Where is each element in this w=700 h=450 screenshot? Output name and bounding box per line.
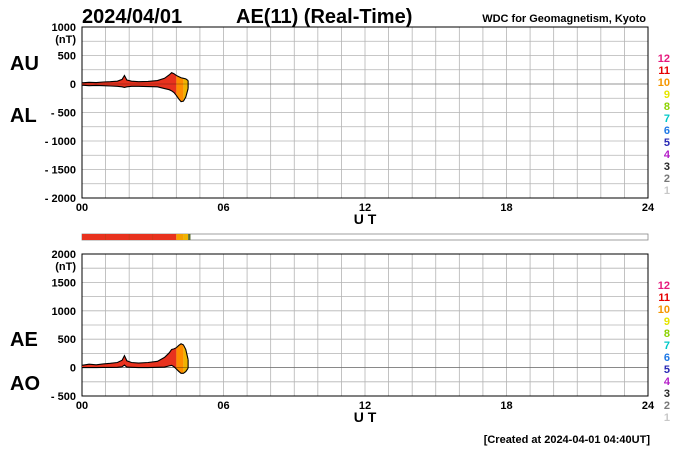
plot-frame	[81, 253, 649, 397]
station-count-legend-item: 1	[664, 412, 670, 424]
x-axis-label: U T	[354, 409, 377, 425]
x-tick-label: 06	[217, 202, 229, 214]
y-tick-label: 2000	[52, 249, 76, 261]
station-count-legend-item: 11	[658, 65, 670, 77]
y-tick-label: 1000	[52, 306, 76, 318]
station-count-legend-item: 7	[664, 340, 670, 352]
area-fill-latest	[183, 344, 189, 374]
date-title: 2024/04/01	[82, 6, 182, 28]
series-line-au	[81, 71, 189, 84]
station-count-legend-item: 9	[664, 89, 670, 101]
station-count-legend-item: 8	[664, 101, 670, 113]
y-axis-unit: (nT)	[55, 261, 76, 273]
created-timestamp: [Created at 2024-04-01 04:40UT]	[484, 434, 651, 446]
station-count-legend-item: 12	[658, 280, 670, 292]
ae-label: AE	[10, 329, 38, 351]
y-tick-label: - 500	[51, 108, 76, 120]
station-count-bar	[81, 233, 649, 241]
x-tick-label: 18	[500, 400, 512, 412]
y-tick-label: - 500	[51, 391, 76, 403]
station-count-legend-item: 6	[664, 125, 670, 137]
station-count-legend-item: 3	[664, 388, 670, 400]
area-fill-main	[82, 347, 177, 370]
x-tick-label: 12	[359, 202, 371, 214]
index-title: AE(11) (Real-Time)	[236, 6, 412, 28]
x-tick-label: 24	[642, 202, 655, 214]
series-line-al	[81, 84, 189, 103]
station-count-legend-item: 4	[664, 149, 671, 161]
station-count-legend-item: 3	[664, 161, 670, 173]
x-tick-label: 18	[500, 202, 512, 214]
y-tick-label: 0	[70, 79, 76, 91]
station-count-legend-item: 2	[664, 400, 670, 412]
y-tick-label: - 2000	[45, 193, 76, 205]
y-tick-label: 500	[58, 51, 76, 63]
y-tick-label: 0	[70, 363, 76, 375]
au-label: AU	[10, 53, 39, 75]
x-tick-label: 00	[76, 202, 88, 214]
area-fill-recent	[176, 343, 184, 374]
ao-label: AO	[10, 373, 40, 395]
x-axis-label: U T	[354, 211, 377, 227]
station-count-legend-item: 4	[664, 376, 671, 388]
station-count-legend-item: 12	[658, 53, 670, 65]
plot-frame	[81, 26, 649, 199]
station-bar-segment	[188, 234, 191, 240]
y-tick-label: - 1500	[45, 165, 76, 177]
station-count-legend-item: 5	[664, 137, 670, 149]
station-count-legend-item: 6	[664, 352, 670, 364]
y-tick-label: 500	[58, 334, 76, 346]
y-tick-label: 1500	[52, 277, 76, 289]
x-tick-label: 12	[359, 400, 371, 412]
station-count-legend-item: 7	[664, 113, 670, 125]
x-tick-label: 24	[642, 400, 655, 412]
y-tick-label: - 1000	[45, 136, 76, 148]
station-count-legend-item: 10	[658, 304, 670, 316]
source-label: WDC for Geomagnetism, Kyoto	[482, 13, 646, 25]
station-count-legend-item: 9	[664, 316, 670, 328]
station-count-legend-item: 11	[658, 292, 670, 304]
station-count-legend-item: 1	[664, 185, 670, 197]
al-label: AL	[10, 105, 37, 127]
au-al-panel: 1000 500 0 - 500 - 1000 - 1500 - 2000 (nT) 00 06 1…	[45, 22, 671, 227]
area-fill-recent	[176, 75, 184, 102]
y-axis-unit: (nT)	[55, 34, 76, 46]
station-count-legend-item: 10	[658, 77, 670, 89]
station-bar-segment	[183, 234, 189, 240]
x-tick-label: 06	[217, 400, 229, 412]
station-bar-segment	[176, 234, 184, 240]
station-count-legend-item: 2	[664, 173, 670, 185]
station-count-legend-item: 5	[664, 364, 670, 376]
series-line-ae	[81, 343, 189, 366]
station-count-legend-item: 8	[664, 328, 670, 340]
y-tick-label: 1000	[52, 22, 76, 34]
x-tick-label: 00	[76, 400, 88, 412]
